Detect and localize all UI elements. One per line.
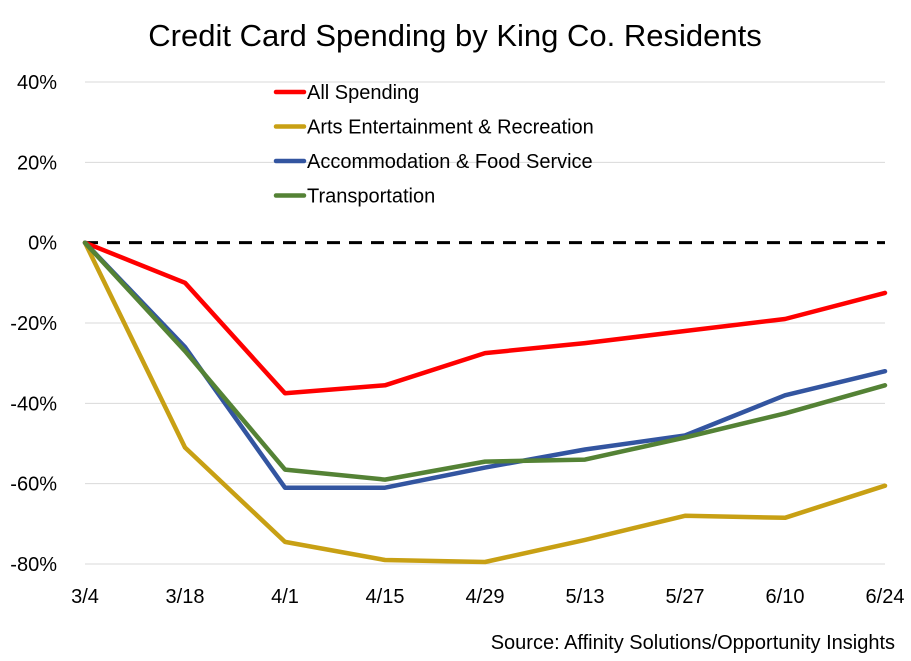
y-tick-label: -80% — [10, 554, 57, 576]
y-axis-tick-labels: 40% 20% 0% -20% -40% -60% -80% — [10, 72, 57, 576]
series-line-1 — [82, 240, 888, 565]
y-tick-label: 0% — [28, 233, 57, 255]
x-tick-label: 6/10 — [766, 586, 805, 608]
x-tick-label: 5/13 — [566, 586, 605, 608]
source-note: Source: Affinity Solutions/Opportunity I… — [491, 632, 895, 654]
series-line-3 — [82, 240, 888, 482]
x-tick-label: 4/1 — [271, 586, 299, 608]
x-tick-label: 4/29 — [466, 586, 505, 608]
x-tick-label: 5/27 — [666, 586, 705, 608]
y-tick-label: -60% — [10, 474, 57, 496]
legend-label: Accommodation & Food Service — [307, 151, 593, 173]
x-tick-label: 3/4 — [71, 586, 99, 608]
legend: All Spending Arts Entertainment & Recreat… — [273, 82, 594, 208]
y-tick-label: 40% — [17, 72, 57, 94]
series-line-2 — [82, 240, 888, 490]
series-lines — [82, 240, 888, 565]
legend-label: Transportation — [307, 186, 435, 208]
chart-title: Credit Card Spending by King Co. Residen… — [148, 18, 761, 53]
y-tick-label: -40% — [10, 393, 57, 415]
legend-label: Arts Entertainment & Recreation — [307, 117, 594, 139]
y-tick-label: -20% — [10, 313, 57, 335]
x-tick-label: 3/18 — [166, 586, 205, 608]
x-tick-label: 6/24 — [866, 586, 905, 608]
x-tick-label: 4/15 — [366, 586, 405, 608]
x-axis-tick-labels: 3/4 3/18 4/1 4/15 4/29 5/13 5/27 6/10 6/24 — [71, 586, 904, 608]
y-tick-label: 20% — [17, 152, 57, 174]
legend-label: All Spending — [307, 82, 419, 104]
series-line-0 — [82, 240, 888, 396]
